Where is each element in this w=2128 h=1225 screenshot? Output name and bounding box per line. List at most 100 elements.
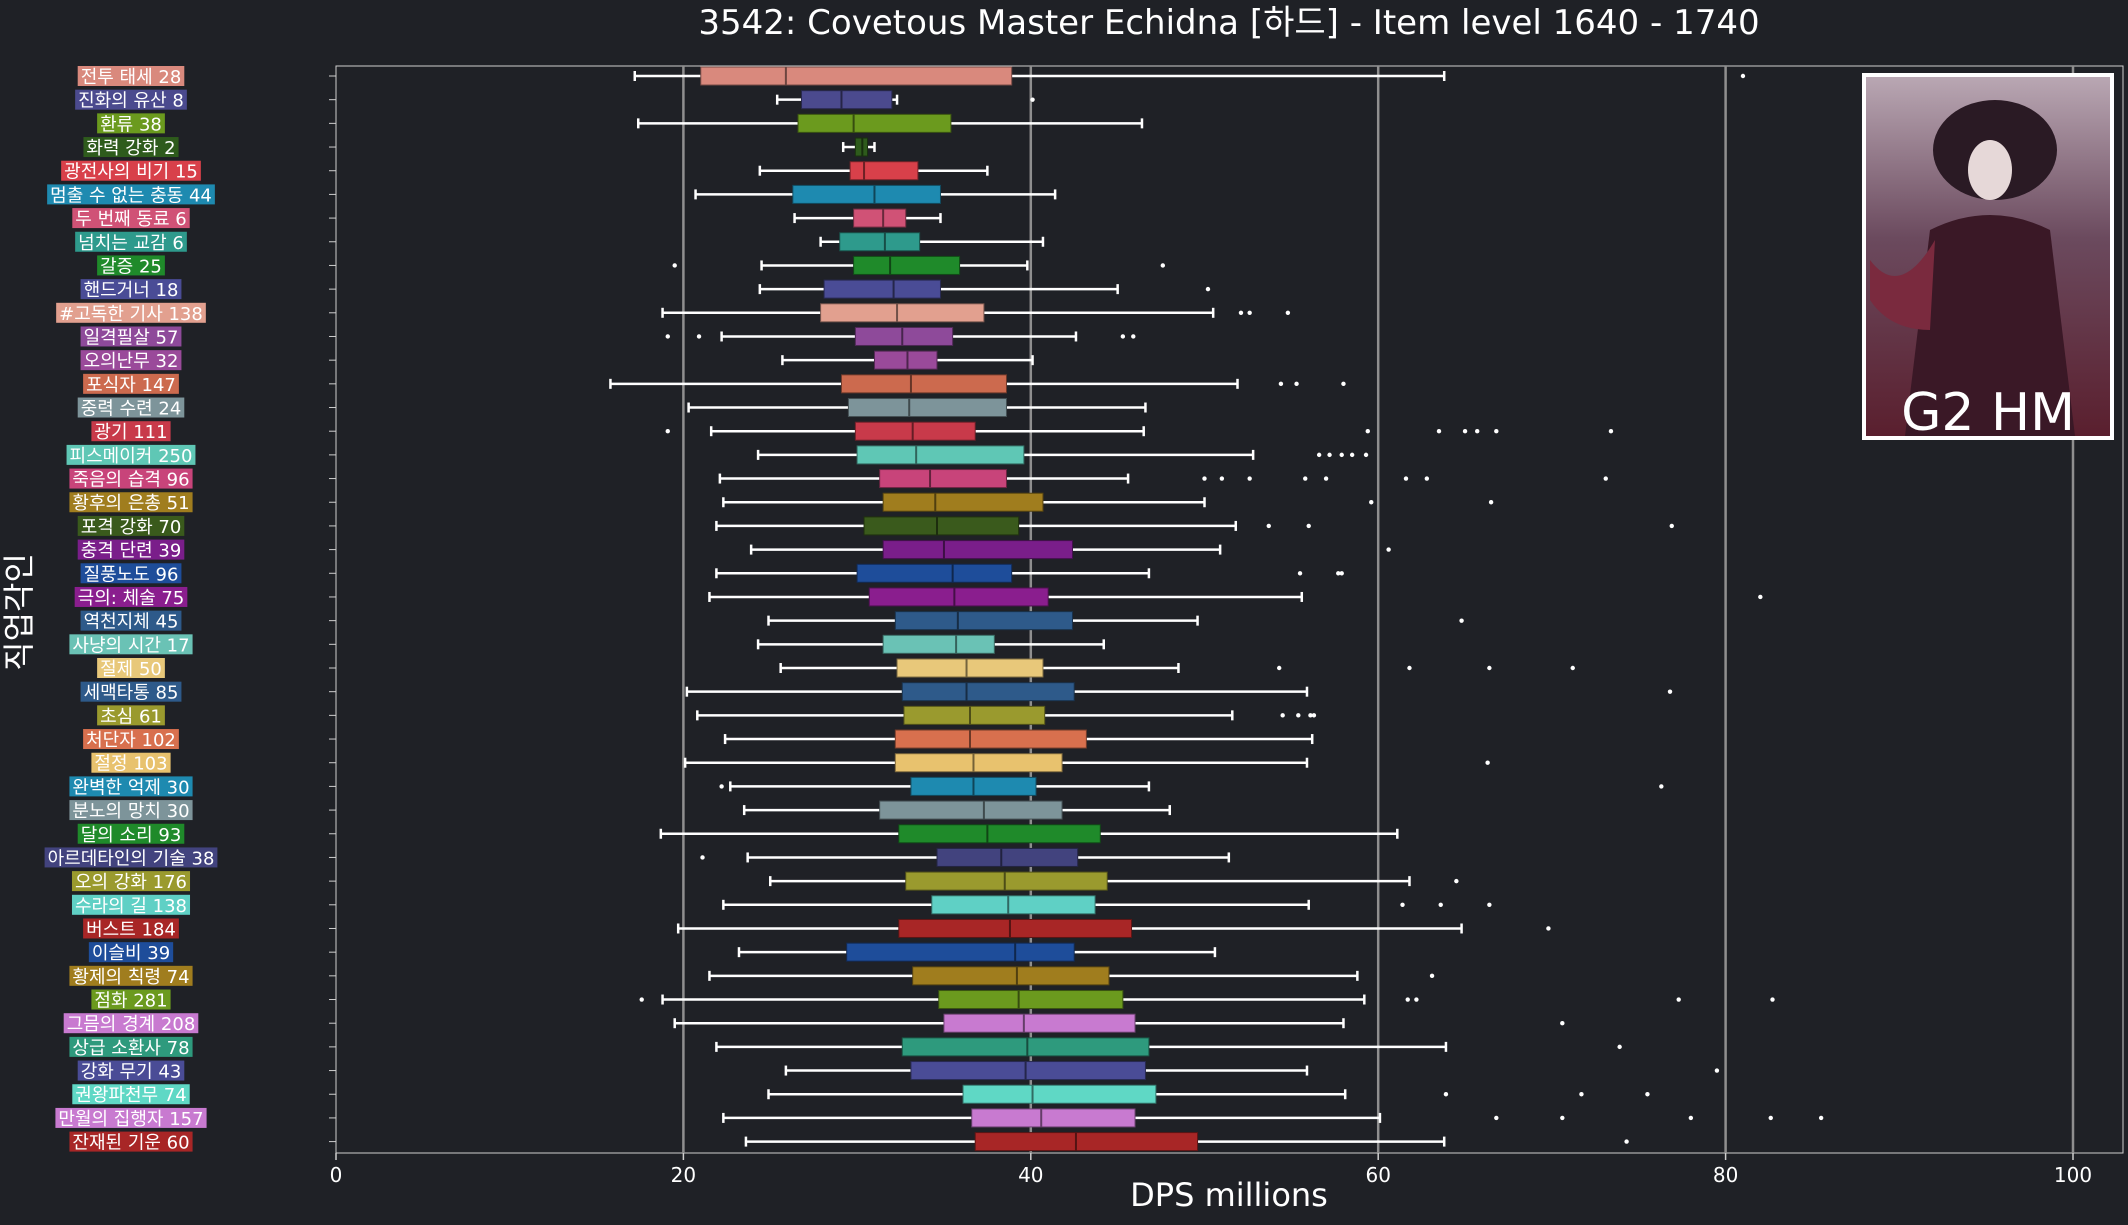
y-label-text: 오의 강화 176 [75, 872, 187, 893]
y-label-background [77, 1060, 185, 1081]
outlier-point [700, 855, 705, 860]
y-label: 아르데타인의 기술 38 [44, 847, 218, 869]
y-label-text: 화력 강화 2 [86, 138, 175, 159]
box [854, 326, 954, 346]
outlier-point [1403, 476, 1409, 481]
outlier-point [1424, 476, 1430, 481]
y-label: 포식자 147 [83, 373, 179, 396]
y-label-background [97, 113, 165, 134]
y-label-background [83, 729, 179, 750]
y-label-background [83, 137, 179, 158]
outlier-point [1160, 263, 1166, 268]
box [894, 611, 1073, 631]
y-label: 광기 111 [91, 421, 171, 443]
y-label-text: 광전사의 비기 15 [64, 162, 198, 183]
y-label: 수라의 길 138 [71, 894, 191, 917]
y-label-text: 포격 강화 70 [81, 517, 182, 538]
portrait-body [1905, 215, 2075, 436]
box [879, 800, 1063, 820]
y-label-text: 중력 수련 24 [81, 399, 182, 420]
y-label-background [80, 350, 182, 371]
x-tick-label: 100 [2054, 1163, 2092, 1187]
y-label: 죽음의 습격 96 [69, 468, 193, 491]
box [898, 918, 1133, 938]
y-label-background [77, 66, 185, 86]
box [943, 1013, 1136, 1033]
y-label-background [47, 184, 215, 205]
box [882, 492, 1044, 512]
y-label: 핸드거너 18 [80, 279, 182, 301]
y-label-background [83, 918, 179, 939]
y-label-text: 세맥타통 85 [84, 683, 179, 704]
outlier-point [1487, 902, 1492, 907]
y-label-background [80, 563, 182, 584]
outlier-point [1407, 665, 1412, 671]
box [792, 184, 941, 204]
x-tick-label: 60 [1365, 1163, 1390, 1187]
outlier-point [1297, 571, 1303, 576]
outlier-point [1624, 1139, 1629, 1144]
y-label-background [97, 705, 165, 726]
y-label-background [71, 894, 191, 915]
y-label-background [88, 942, 174, 963]
box [873, 350, 938, 370]
y-label-background [75, 231, 187, 252]
outlier-point [1438, 902, 1443, 907]
y-label-background [91, 752, 171, 773]
outlier-point [1436, 429, 1442, 434]
box [840, 374, 1007, 394]
outlier-point [719, 784, 724, 789]
y-label: 상급 소환사 78 [69, 1036, 193, 1059]
y-label-background [69, 1036, 193, 1057]
outlier-point [665, 429, 670, 434]
y-label: 분노의 망치 30 [69, 800, 193, 822]
box [797, 113, 952, 133]
box [868, 587, 1049, 607]
y-label-text: 권왕파천무 74 [75, 1085, 186, 1106]
outlier-point [639, 997, 644, 1002]
box [971, 1108, 1136, 1128]
y-label-text: 상급 소환사 78 [72, 1038, 189, 1059]
y-label-background [69, 468, 193, 489]
box [847, 398, 1007, 418]
portrait-wing [1870, 240, 1935, 330]
y-label-text: 피스메이커 250 [70, 446, 193, 467]
y-label-text: 이슬비 39 [92, 943, 170, 964]
y-label-background [71, 871, 191, 892]
outlier-point [1405, 997, 1410, 1002]
box [910, 1061, 1146, 1081]
y-label-background [91, 989, 171, 1010]
y-label-background [77, 515, 185, 536]
y-label: 역천지체 45 [80, 610, 182, 633]
outlier-point [1770, 997, 1775, 1002]
outlier-point [696, 334, 702, 339]
y-label-background [69, 634, 193, 655]
box [896, 658, 1044, 678]
outlier-point [1202, 476, 1207, 481]
outlier-point [1030, 97, 1035, 102]
y-label-text: 점화 281 [94, 991, 167, 1012]
box [801, 90, 893, 110]
y-label: 달의 소리 93 [77, 823, 185, 846]
outlier-point [1336, 571, 1341, 576]
outlier-point [1617, 1044, 1622, 1050]
outlier-point [1494, 1115, 1499, 1121]
box [856, 563, 1013, 583]
outlier-point [1311, 713, 1317, 718]
y-label: 황후의 은총 51 [69, 492, 193, 514]
x-tick-label: 40 [1018, 1163, 1043, 1187]
outlier-point [1494, 429, 1499, 434]
y-label-text: 환류 38 [100, 114, 162, 135]
y-label-background [80, 610, 182, 631]
y-label-text: 일격필살 57 [84, 327, 179, 348]
y-label-text: #고독한 기사 138 [59, 304, 203, 325]
y-label: 일격필살 57 [80, 326, 182, 348]
outlier-point [1429, 973, 1435, 979]
y-label: 절제 50 [97, 658, 165, 680]
y-label: 이슬비 39 [88, 942, 174, 964]
box [854, 421, 976, 441]
outlier-point [1327, 452, 1332, 458]
y-label: #고독한 기사 138 [56, 302, 206, 325]
y-label-text: 넘치는 교감 6 [78, 233, 184, 254]
y-label: 만월의 집행자 157 [55, 1107, 207, 1130]
